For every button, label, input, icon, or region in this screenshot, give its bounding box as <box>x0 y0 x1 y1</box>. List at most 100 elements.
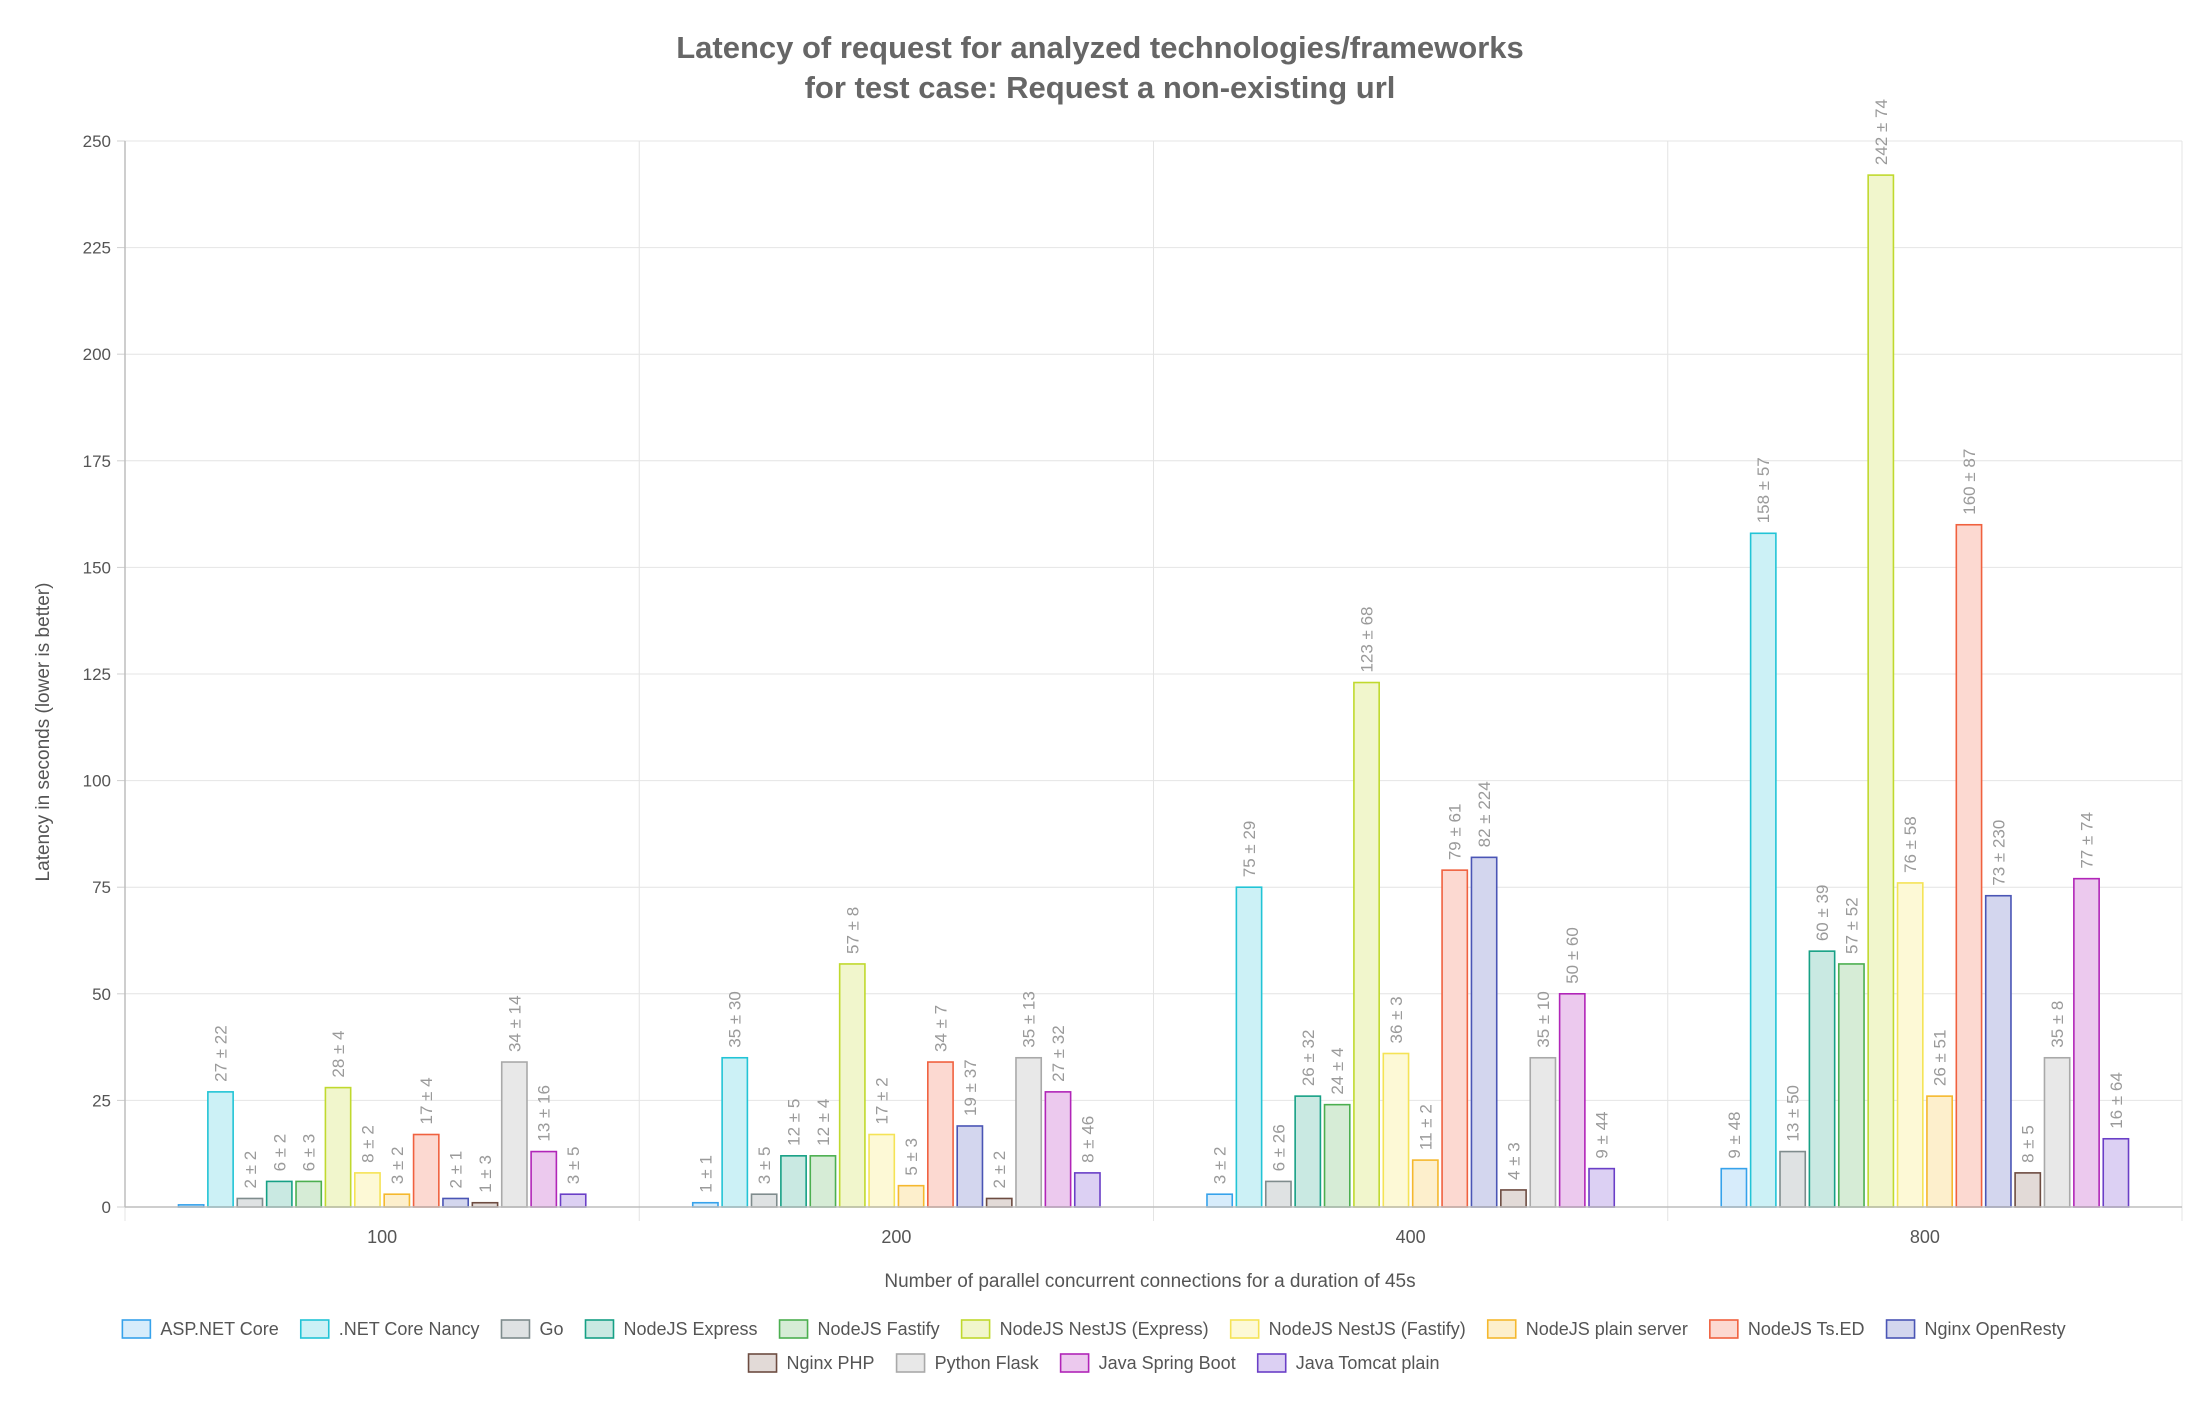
legend-item: NodeJS Express <box>584 1319 758 1339</box>
legend-item: Nginx PHP <box>747 1353 875 1373</box>
bar <box>1353 681 1380 1208</box>
bar <box>1323 1103 1351 1208</box>
bar <box>897 1184 925 1208</box>
data-label: 76 ± 58 <box>1901 816 1920 873</box>
legend-item: .NET Core Nancy <box>299 1319 479 1339</box>
data-label: 34 ± 7 <box>931 1005 950 1052</box>
bars <box>177 174 2130 1208</box>
bar <box>1808 950 1836 1208</box>
data-label: 242 ± 74 <box>1872 99 1891 165</box>
data-label: 4 ± 3 <box>1504 1142 1523 1180</box>
legend-swatch <box>1486 1319 1517 1339</box>
y-tick-label: 200 <box>83 345 111 364</box>
legend-swatch <box>1709 1319 1739 1339</box>
bar <box>1206 1193 1234 1208</box>
data-label: 6 ± 2 <box>270 1134 289 1172</box>
chart-title-line-1: Latency of request for analyzed technolo… <box>676 30 1524 65</box>
legend-item: NodeJS plain server <box>1486 1319 1688 1339</box>
legend-swatch <box>778 1319 809 1339</box>
data-label: 17 ± 2 <box>873 1077 892 1124</box>
bar <box>1044 1091 1072 1208</box>
legend-item: NodeJS NestJS (Fastify) <box>1229 1319 1466 1339</box>
data-label: 8 ± 2 <box>358 1125 377 1163</box>
bar <box>1588 1167 1616 1208</box>
x-tick-label: 100 <box>367 1227 397 1247</box>
data-label: 82 ± 224 <box>1475 781 1494 847</box>
legend-label: Java Spring Boot <box>1099 1353 1236 1373</box>
data-label: 158 ± 57 <box>1754 457 1773 523</box>
data-label: 3 ± 2 <box>1211 1147 1230 1185</box>
bar <box>1558 992 1586 1208</box>
bar <box>1955 523 1983 1208</box>
data-label: 12 ± 5 <box>785 1099 804 1146</box>
data-label: 24 ± 4 <box>1328 1048 1347 1095</box>
bar <box>1015 1056 1043 1208</box>
legend-swatch <box>960 1319 991 1339</box>
bar <box>1411 1159 1439 1208</box>
bar <box>1837 963 1865 1208</box>
bar <box>1382 1052 1410 1208</box>
data-label: 3 ± 5 <box>564 1147 583 1185</box>
data-label: 8 ± 5 <box>2019 1125 2038 1163</box>
data-label: 34 ± 14 <box>505 995 524 1052</box>
legend-swatch <box>747 1353 778 1373</box>
y-tick-label: 50 <box>92 985 111 1004</box>
data-label: 26 ± 51 <box>1931 1030 1950 1087</box>
data-label: 36 ± 3 <box>1387 996 1406 1043</box>
data-label: 79 ± 61 <box>1446 804 1465 861</box>
data-label: 60 ± 39 <box>1813 885 1832 942</box>
bar <box>295 1180 323 1208</box>
data-label: 13 ± 50 <box>1784 1085 1803 1142</box>
bar <box>324 1086 352 1208</box>
legend-item: NodeJS Ts.ED <box>1709 1319 1865 1339</box>
bar <box>1926 1095 1954 1208</box>
x-axis-label: Number of parallel concurrent connection… <box>884 1271 1415 1292</box>
data-label: 9 ± 44 <box>1593 1111 1612 1158</box>
x-tick-label: 800 <box>1910 1227 1940 1247</box>
y-tick-label: 25 <box>92 1091 111 1110</box>
data-label: 75 ± 29 <box>1240 821 1259 878</box>
data-label: 1 ± 3 <box>476 1155 495 1193</box>
bar <box>530 1150 558 1208</box>
bar <box>721 1056 749 1208</box>
legend-swatch <box>1256 1353 1287 1373</box>
bar <box>985 1197 1013 1208</box>
bar <box>1235 886 1263 1208</box>
legend-item: NodeJS Fastify <box>778 1319 940 1339</box>
bar <box>412 1133 440 1208</box>
bar <box>868 1133 896 1208</box>
data-labels: 1 ± 1 3 ± 2 9 ± 48 27 ± 22 35 ± 30 75 ± 29 158… <box>212 99 2126 1193</box>
legend-item: Go <box>500 1319 563 1339</box>
bar <box>383 1193 411 1208</box>
legend-item: Nginx OpenResty <box>1885 1319 2066 1339</box>
bar <box>1073 1172 1101 1208</box>
legend-swatch <box>584 1319 615 1339</box>
legend-item: Java Tomcat plain <box>1256 1353 1439 1373</box>
y-tick-label: 175 <box>83 452 111 471</box>
data-label: 6 ± 26 <box>1269 1124 1288 1171</box>
data-label: 17 ± 4 <box>417 1077 436 1124</box>
bar <box>1867 174 1895 1208</box>
legend-label: NodeJS plain server <box>1526 1319 1688 1339</box>
data-label: 57 ± 52 <box>1842 897 1861 954</box>
y-tick-label: 0 <box>102 1198 111 1217</box>
bar <box>927 1061 954 1208</box>
data-label: 50 ± 60 <box>1563 927 1582 984</box>
data-label: 2 ± 2 <box>990 1151 1009 1189</box>
legend-label: NodeJS Fastify <box>818 1319 940 1339</box>
y-tick-label: 225 <box>83 239 111 258</box>
legend-label: Nginx OpenResty <box>1925 1319 2066 1339</box>
bar <box>353 1172 381 1208</box>
legend-label: NodeJS Ts.ED <box>1748 1319 1865 1339</box>
data-label: 2 ± 2 <box>241 1151 260 1189</box>
data-label: 11 ± 2 <box>1416 1104 1435 1150</box>
legend-item: Python Flask <box>895 1353 1040 1373</box>
data-label: 1 ± 1 <box>696 1155 715 1193</box>
bar <box>2043 1056 2071 1208</box>
legend-swatch <box>500 1319 531 1339</box>
bar <box>1779 1150 1807 1208</box>
data-label: 13 ± 16 <box>535 1085 554 1142</box>
data-label: 77 ± 74 <box>2077 812 2096 869</box>
data-label: 3 ± 2 <box>388 1147 407 1185</box>
data-label: 6 ± 3 <box>300 1134 319 1172</box>
